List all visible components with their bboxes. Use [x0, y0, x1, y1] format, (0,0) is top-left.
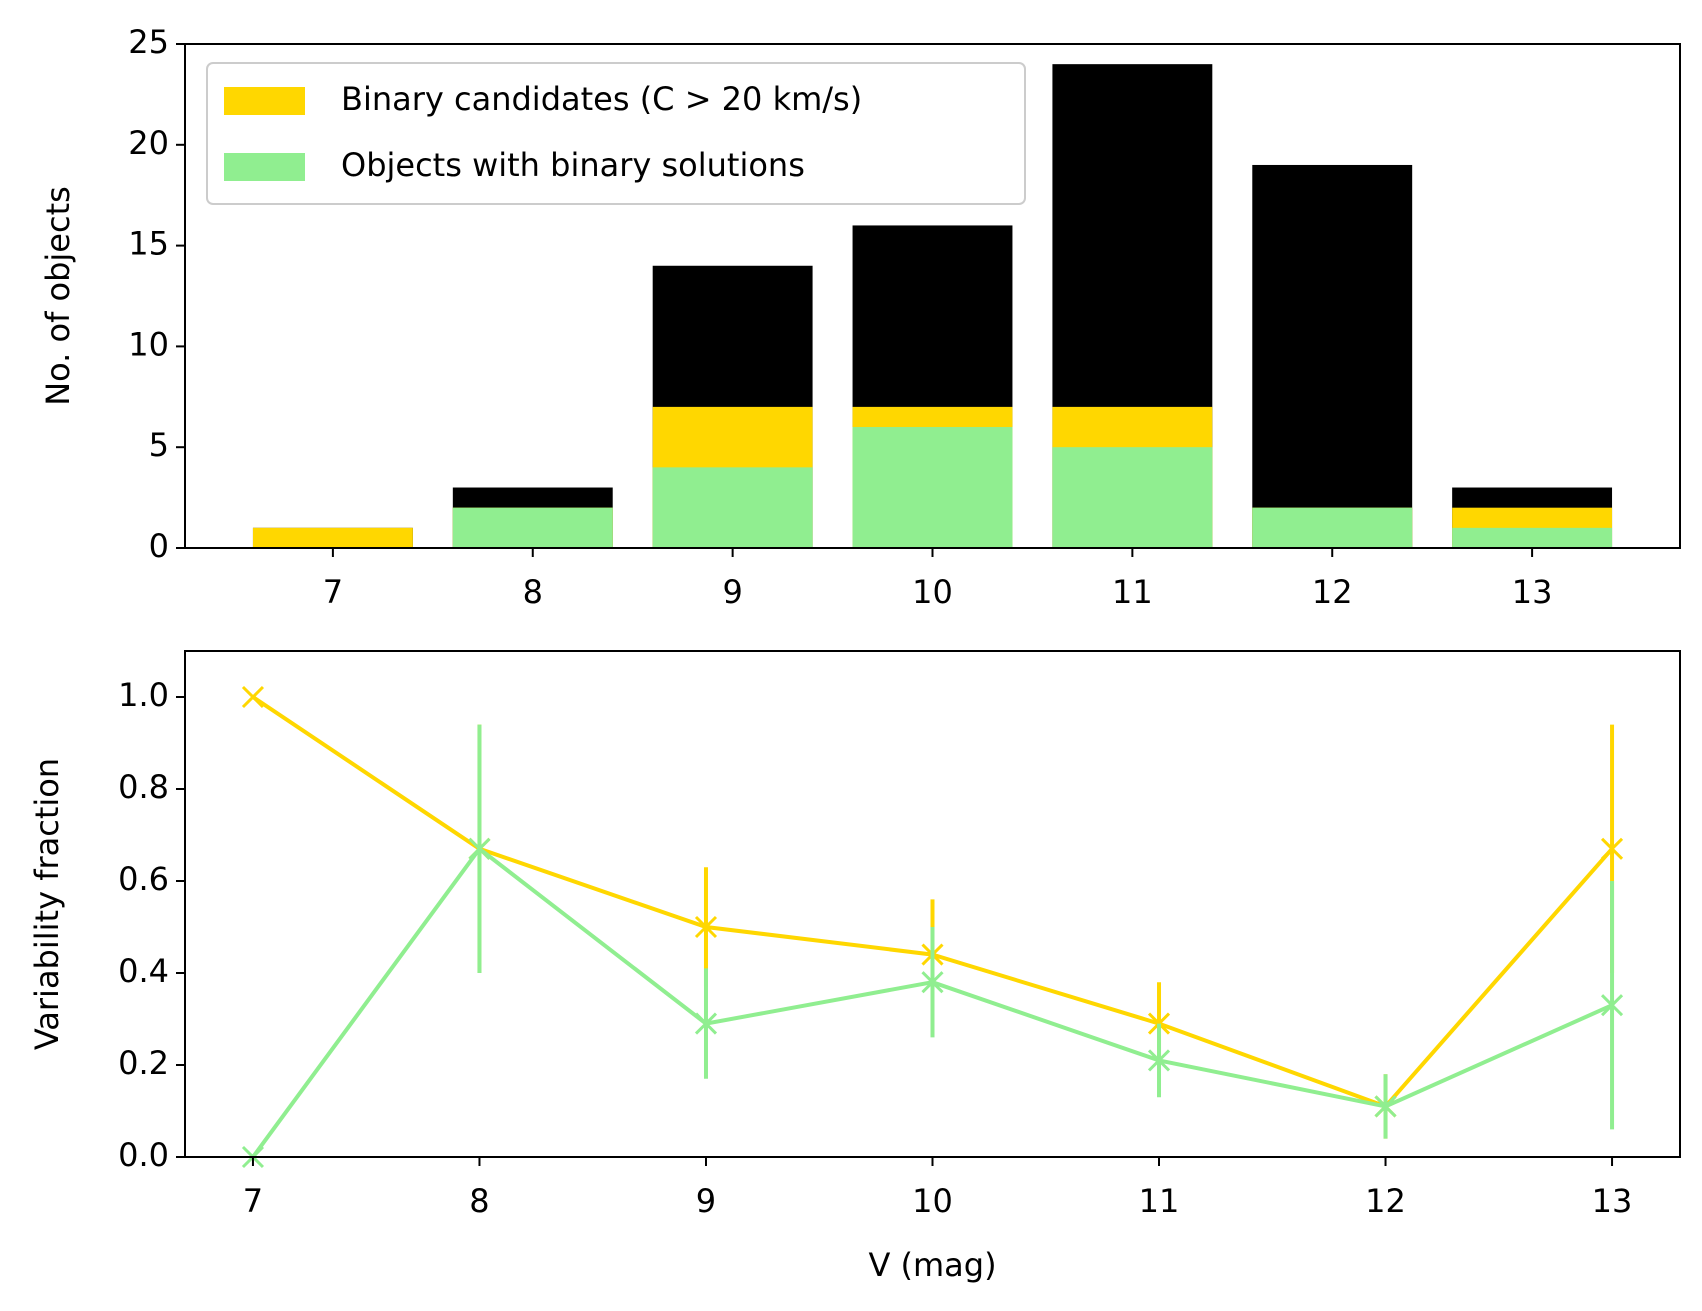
legend-label: Binary candidates (C > 20 km/s)	[341, 80, 862, 118]
x-tick-label: 12	[1365, 1182, 1406, 1220]
x-tick-label: 13	[1592, 1182, 1633, 1220]
panel: 7 8 9 10 11 12 13 0.0 0.2 0.4 0.6 0.8 1.0 Variability…	[28, 650, 1681, 1284]
legend: Binary candidates (C > 20 km/s) Objects w…	[206, 62, 1026, 205]
panel: 7 8 9 10 11 12 13 0 5 10 15 20 25 No. of objects Binar…	[39, 23, 1681, 611]
marker	[1600, 994, 1624, 1017]
x-axis-label: V (mag)	[868, 1246, 996, 1284]
y-axis-label: No. of objects	[39, 186, 77, 406]
bar	[1052, 447, 1213, 548]
y-tick-label: 20	[128, 124, 169, 162]
y-tick-label: 1.0	[118, 676, 169, 714]
marker	[694, 1012, 718, 1035]
y-tick-label: 5	[149, 426, 169, 464]
marker	[1374, 1095, 1397, 1118]
x-tick-label: 10	[912, 1182, 953, 1220]
y-tick-label: 25	[128, 23, 169, 61]
bar	[852, 427, 1013, 548]
y-tick-label: 0.4	[118, 952, 169, 990]
y-tick-label: 0	[149, 527, 169, 565]
bar	[1252, 507, 1413, 548]
x-tick-label: 12	[1312, 573, 1353, 611]
y-axis-label: Variability fraction	[28, 758, 66, 1050]
marker	[468, 837, 491, 860]
y-tick-label: 10	[128, 325, 169, 363]
x-tick-label: 9	[722, 573, 742, 611]
y-tick-label: 0.0	[118, 1136, 169, 1174]
marker	[1600, 837, 1624, 860]
bar	[1252, 164, 1413, 548]
y-tick-label: 15	[128, 225, 169, 263]
marker	[241, 685, 265, 709]
y-tick-label: 0.6	[118, 860, 169, 898]
x-tick-label: 10	[912, 573, 953, 611]
x-tick-label: 7	[323, 573, 343, 611]
x-tick-label: 7	[243, 1182, 263, 1220]
bar	[1452, 527, 1613, 548]
bar	[452, 507, 613, 548]
marker	[694, 915, 718, 939]
legend-swatch	[224, 87, 305, 115]
legend-box	[206, 62, 1026, 205]
x-tick-label: 13	[1512, 573, 1553, 611]
x-tick-label: 8	[469, 1182, 489, 1220]
y-tick-label: 0.2	[118, 1044, 169, 1082]
legend-swatch	[224, 153, 305, 181]
bar	[652, 467, 813, 548]
marker	[1147, 1049, 1171, 1072]
x-tick-label: 9	[696, 1182, 716, 1220]
x-tick-label: 8	[523, 573, 543, 611]
x-tick-label: 11	[1139, 1182, 1180, 1220]
bar	[252, 527, 413, 548]
y-tick-label: 0.8	[118, 768, 169, 806]
x-tick-label: 11	[1112, 573, 1153, 611]
marker	[921, 971, 944, 994]
legend-label: Objects with binary solutions	[341, 146, 805, 184]
